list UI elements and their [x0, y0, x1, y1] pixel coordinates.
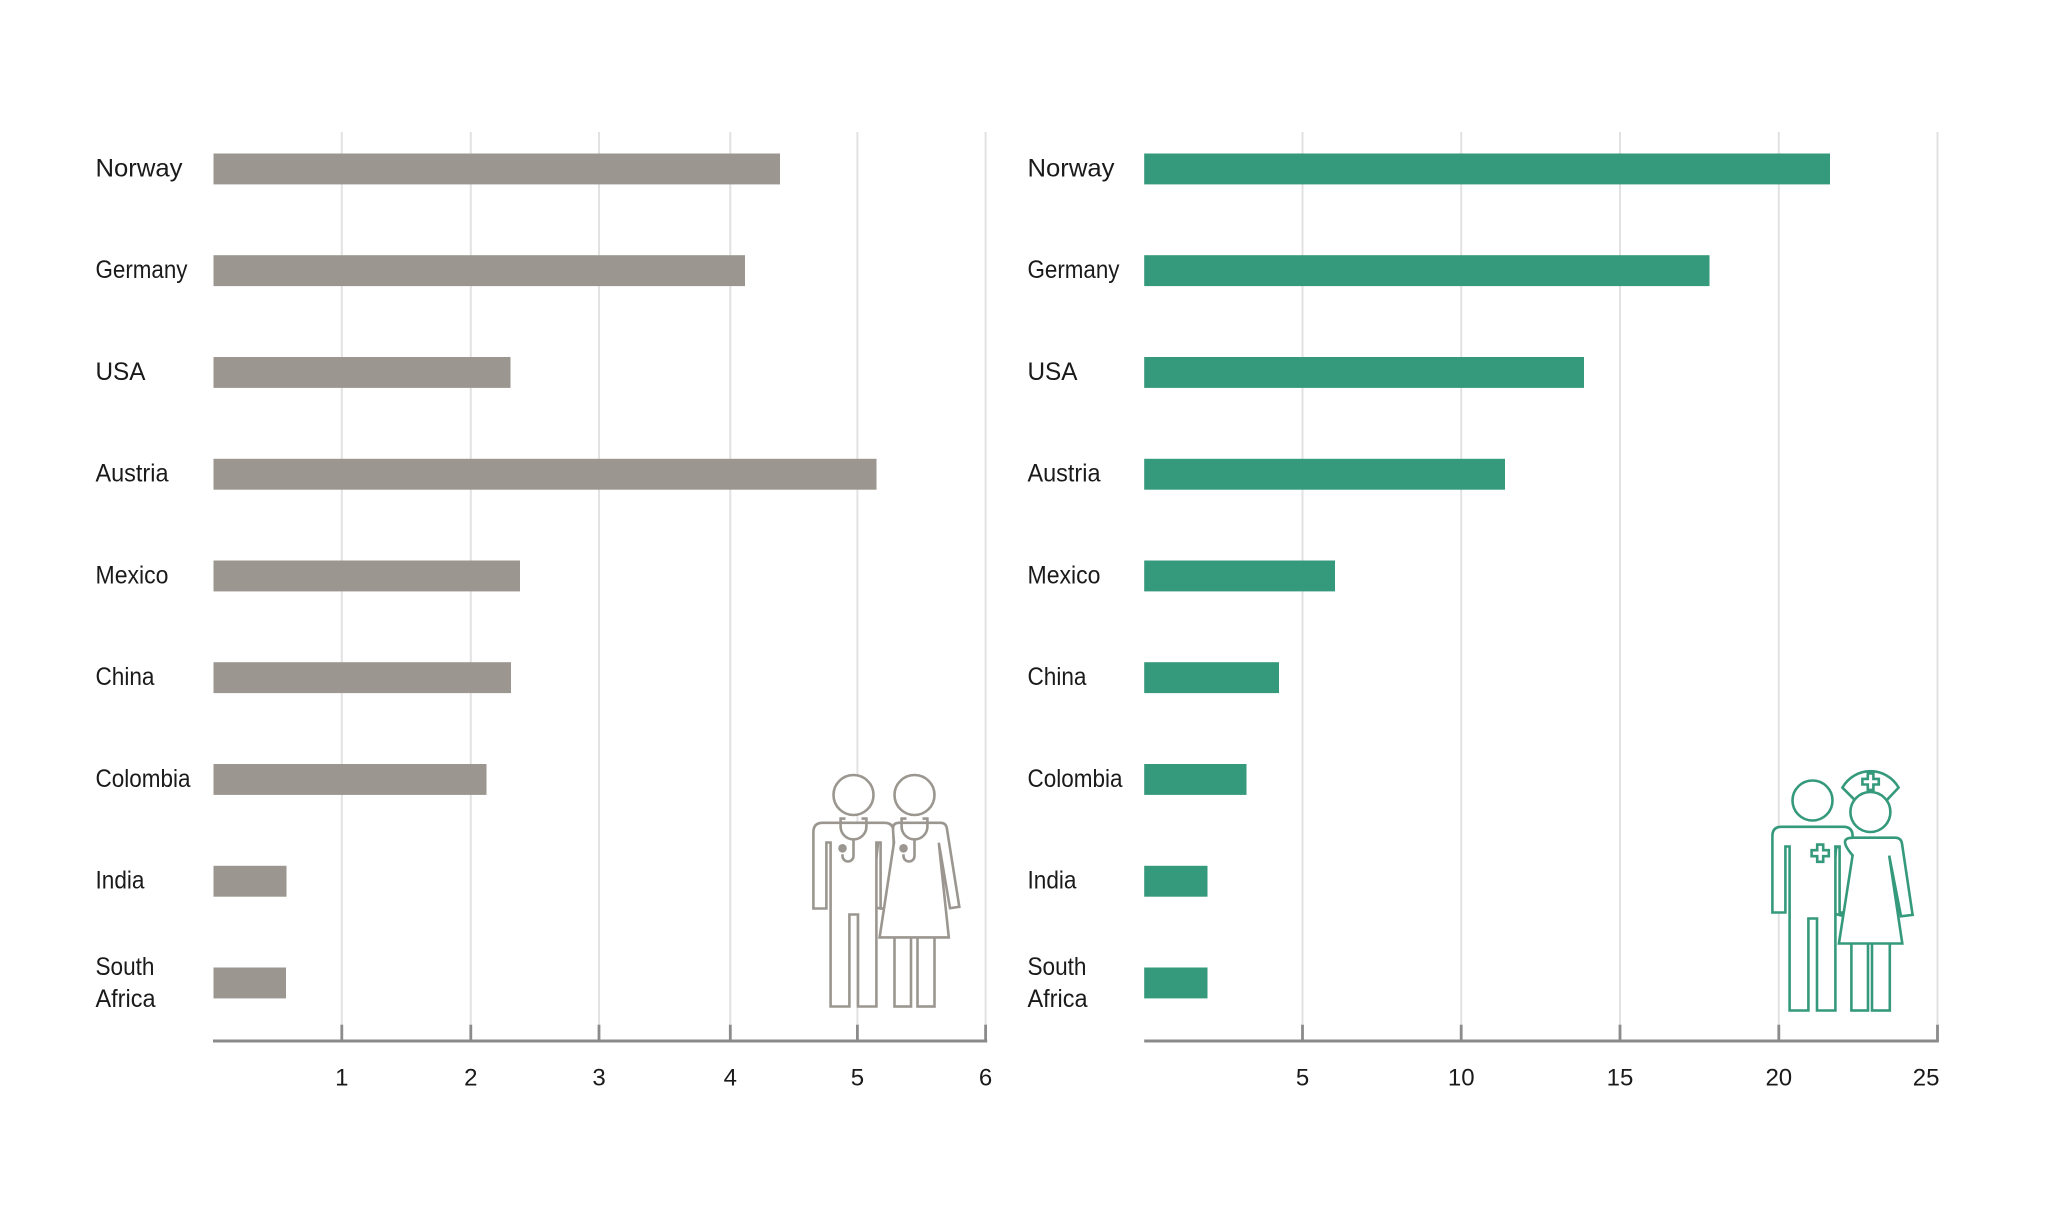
svg-text:USA: USA — [96, 358, 146, 386]
svg-text:Colombia: Colombia — [96, 765, 191, 793]
svg-text:Africa: Africa — [96, 985, 156, 1013]
svg-text:South: South — [96, 953, 155, 981]
svg-text:China: China — [1028, 663, 1087, 691]
svg-text:6: 6 — [979, 1064, 992, 1091]
svg-text:Austria: Austria — [96, 460, 169, 488]
svg-text:USA: USA — [1028, 358, 1078, 386]
svg-text:20: 20 — [1765, 1064, 1792, 1091]
svg-text:Colombia: Colombia — [1028, 765, 1123, 793]
svg-text:5: 5 — [1296, 1064, 1309, 1091]
svg-text:Austria: Austria — [1028, 460, 1101, 488]
svg-text:Norway: Norway — [96, 154, 184, 182]
svg-text:Mexico: Mexico — [1028, 562, 1101, 590]
svg-text:4: 4 — [724, 1064, 737, 1091]
svg-text:India: India — [96, 867, 145, 895]
svg-text:15: 15 — [1607, 1064, 1634, 1091]
svg-text:10: 10 — [1448, 1064, 1475, 1091]
svg-text:3: 3 — [592, 1064, 605, 1091]
svg-text:Germany: Germany — [96, 256, 188, 284]
svg-text:India: India — [1028, 867, 1077, 895]
svg-text:5: 5 — [851, 1064, 864, 1091]
svg-text:25: 25 — [1913, 1064, 1940, 1091]
svg-text:China: China — [96, 663, 155, 691]
svg-text:1: 1 — [335, 1064, 348, 1091]
svg-text:South: South — [1028, 953, 1087, 981]
svg-text:Africa: Africa — [1028, 985, 1088, 1013]
svg-text:Mexico: Mexico — [96, 562, 169, 590]
svg-text:Germany: Germany — [1028, 256, 1120, 284]
svg-text:2: 2 — [464, 1064, 477, 1091]
svg-text:Norway: Norway — [1028, 154, 1116, 182]
